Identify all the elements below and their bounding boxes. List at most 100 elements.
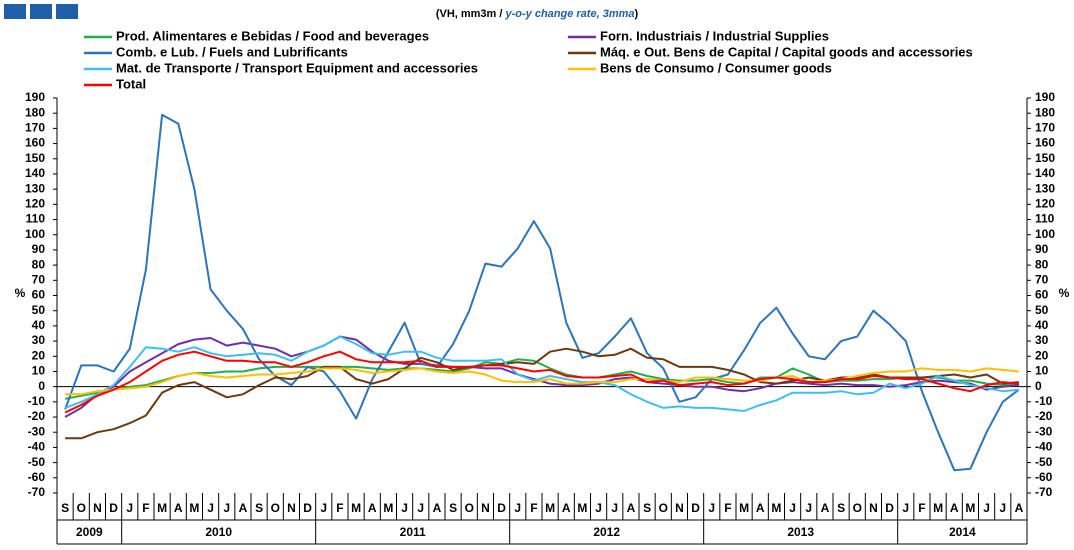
x-tick-label: M	[383, 501, 393, 515]
x-tick-label: J	[514, 501, 521, 515]
legend-label: Máq. e Out. Bens de Capital / Capital go…	[600, 44, 973, 59]
y2-tick-label: 160	[1035, 136, 1055, 150]
y-tick-label: -50	[28, 455, 46, 469]
x-tick-label: A	[368, 501, 377, 515]
y2-tick-label: 30	[1035, 333, 1049, 347]
y2-tick-label: 20	[1035, 348, 1049, 362]
x-tick-label: J	[902, 501, 909, 515]
x-tick-label: A	[821, 501, 830, 515]
y-axis-label: %	[15, 286, 26, 300]
x-tick-label: A	[239, 501, 248, 515]
x-tick-label: A	[627, 501, 636, 515]
x-tick-label: S	[255, 501, 263, 515]
x-tick-label: M	[771, 501, 781, 515]
x-tick-label: F	[724, 501, 731, 515]
y-tick-label: 190	[25, 90, 45, 104]
y2-tick-label: 100	[1035, 227, 1055, 241]
x-tick-label: M	[351, 501, 361, 515]
x-tick-label: N	[287, 501, 296, 515]
x-tick-label: M	[933, 501, 943, 515]
y-tick-label: 100	[25, 227, 45, 241]
y2-tick-label: 0	[1035, 379, 1042, 393]
y2-tick-label: -30	[1035, 424, 1053, 438]
legend-label: Comb. e Lub. / Fuels and Lubrificants	[116, 44, 348, 59]
year-label: 2012	[593, 525, 620, 539]
x-tick-label: F	[918, 501, 925, 515]
x-tick-label: J	[126, 501, 133, 515]
y-tick-label: 60	[32, 288, 46, 302]
y2-tick-label: 110	[1035, 212, 1055, 226]
y-tick-label: 80	[32, 257, 46, 271]
x-tick-label: D	[691, 501, 700, 515]
y-tick-label: 90	[32, 242, 46, 256]
legend-label: Mat. de Transporte / Transport Equipment…	[116, 60, 478, 75]
x-tick-label: J	[207, 501, 214, 515]
x-tick-label: J	[805, 501, 812, 515]
x-tick-label: J	[708, 501, 715, 515]
y-tick-label: 120	[25, 197, 45, 211]
y2-tick-label: 80	[1035, 257, 1049, 271]
legend-label: Bens de Consumo / Consumer goods	[600, 60, 832, 75]
x-tick-label: M	[545, 501, 555, 515]
y2-axis-label: %	[1059, 286, 1070, 300]
x-tick-label: J	[320, 501, 327, 515]
y2-tick-label: 150	[1035, 151, 1055, 165]
x-tick-label: N	[93, 501, 102, 515]
legend-label: Forn. Industriais / Industrial Supplies	[600, 28, 829, 43]
x-tick-label: M	[189, 501, 199, 515]
y2-tick-label: 90	[1035, 242, 1049, 256]
x-tick-label: F	[142, 501, 149, 515]
y2-tick-label: -50	[1035, 455, 1053, 469]
x-tick-label: A	[562, 501, 571, 515]
y2-tick-label: 70	[1035, 272, 1049, 286]
y-tick-label: 70	[32, 272, 46, 286]
x-tick-label: O	[77, 501, 86, 515]
x-tick-label: M	[577, 501, 587, 515]
x-tick-label: D	[885, 501, 894, 515]
y-tick-label: 180	[25, 105, 45, 119]
x-tick-label: S	[643, 501, 651, 515]
x-tick-label: J	[611, 501, 618, 515]
x-tick-label: O	[659, 501, 668, 515]
x-tick-label: O	[853, 501, 862, 515]
legend-label: Prod. Alimentares e Bebidas / Food and b…	[116, 28, 429, 43]
x-tick-label: O	[271, 501, 280, 515]
x-tick-label: S	[61, 501, 69, 515]
x-tick-label: A	[756, 501, 765, 515]
x-tick-label: N	[675, 501, 684, 515]
y2-tick-label: -20	[1035, 409, 1053, 423]
x-tick-label: A	[174, 501, 183, 515]
y-tick-label: 0	[38, 379, 45, 393]
y-tick-label: -40	[28, 440, 46, 454]
y2-tick-label: 40	[1035, 318, 1049, 332]
year-label: 2011	[400, 525, 426, 539]
y-tick-label: -60	[28, 470, 46, 484]
y2-tick-label: 170	[1035, 121, 1055, 135]
y2-tick-label: 60	[1035, 288, 1049, 302]
x-tick-label: D	[497, 501, 506, 515]
y-tick-label: 130	[25, 181, 45, 195]
y-tick-label: 30	[32, 333, 46, 347]
year-label: 2009	[76, 525, 103, 539]
y-tick-label: 10	[32, 364, 46, 378]
y2-tick-label: -10	[1035, 394, 1053, 408]
x-tick-label: O	[465, 501, 474, 515]
y2-tick-label: 140	[1035, 166, 1055, 180]
x-tick-label: J	[595, 501, 602, 515]
x-tick-label: D	[109, 501, 118, 515]
subtitle-part: )	[635, 8, 639, 20]
series-line	[64, 350, 1019, 414]
series-line	[64, 113, 1020, 472]
x-tick-label: A	[433, 501, 442, 515]
y-tick-label: -10	[28, 394, 46, 408]
x-tick-label: N	[869, 501, 878, 515]
legend-label: Total	[116, 76, 146, 91]
subtitle-italic: y-o-y change rate, 3mma	[505, 8, 635, 20]
x-tick-label: A	[950, 501, 959, 515]
x-tick-label: M	[739, 501, 749, 515]
series-line	[65, 367, 1019, 396]
y2-tick-label: 120	[1035, 197, 1055, 211]
y-tick-label: 40	[32, 318, 46, 332]
logo-square	[56, 4, 78, 19]
